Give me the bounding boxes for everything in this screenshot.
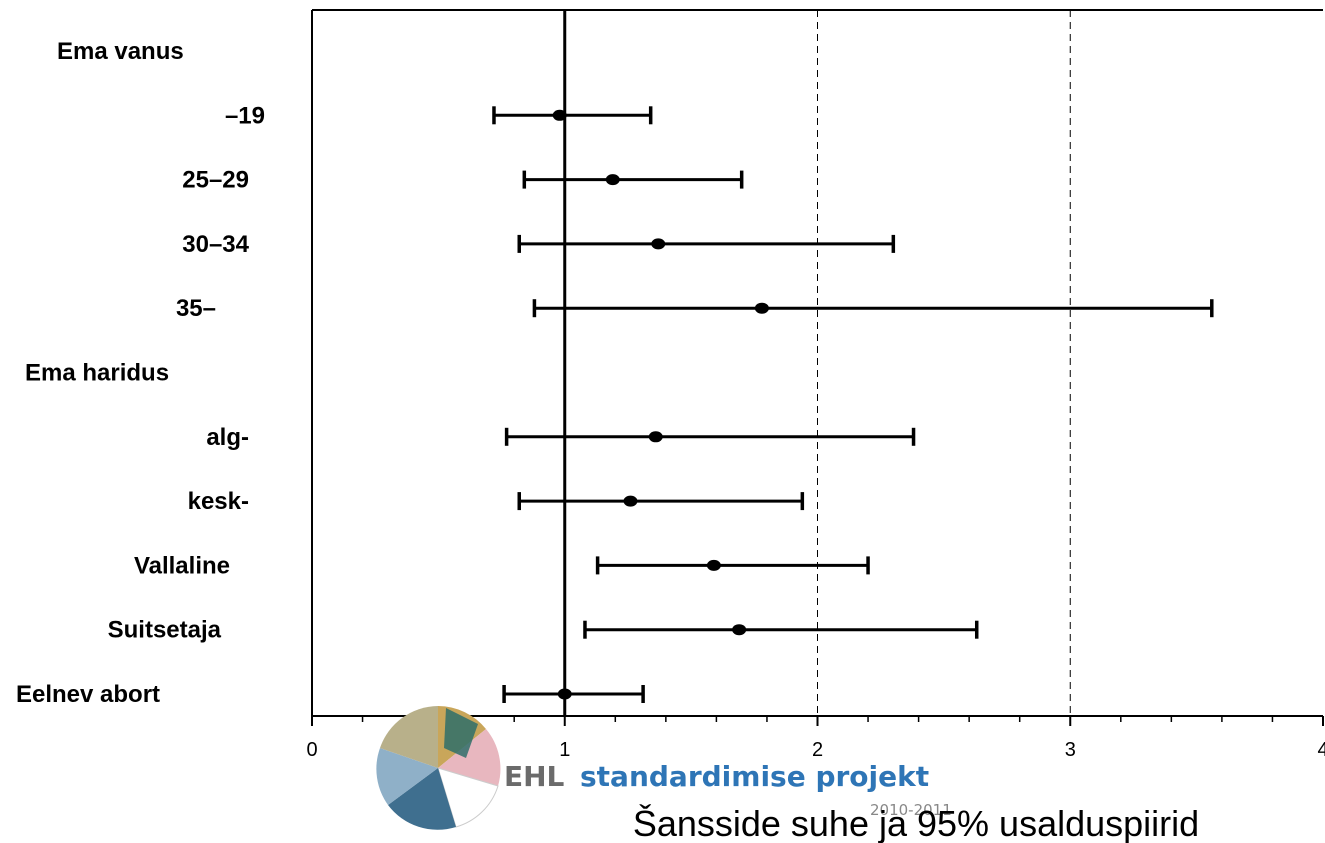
forest-row: Vallaline (134, 552, 870, 579)
row-label: 30–34 (182, 231, 249, 258)
row-label: Eelnev abort (16, 681, 160, 708)
forest-row: Ema haridus (25, 360, 169, 387)
x-tick-label: 4 (1317, 739, 1325, 761)
row-label: 25–29 (182, 167, 249, 194)
row-label: –19 (225, 102, 265, 129)
logo-years-text: 2010-2011 (870, 801, 952, 819)
row-label: 35– (176, 295, 216, 322)
forest-row: Ema vanus (57, 38, 184, 65)
x-tick-label: 0 (306, 739, 317, 761)
logo-brand-text: EHL (504, 760, 565, 793)
forest-row: Suitsetaja (108, 617, 979, 644)
group-header-label: Ema vanus (57, 38, 184, 65)
x-tick-label: 2 (812, 739, 823, 761)
row-label: Vallaline (134, 552, 230, 579)
row-label: kesk- (188, 488, 249, 515)
odds-ratio-point (557, 688, 572, 700)
forest-row: Eelnev abort (16, 681, 645, 708)
odds-ratio-point (623, 495, 638, 507)
ehl-logo (376, 706, 501, 830)
odds-ratio-point (651, 238, 666, 250)
x-axis-label: Šansside suhe ja 95% usalduspiirid (633, 803, 1199, 843)
forest-rows: Ema vanus –19 25–29 30–34 35– Ema haridus alg-… (16, 38, 1214, 708)
group-header-label: Ema haridus (25, 360, 169, 387)
forest-row: –19 (225, 102, 653, 129)
odds-ratio-point (552, 109, 567, 121)
grid-lines (563, 10, 1071, 716)
forest-row: 35– (176, 295, 1214, 322)
odds-ratio-point (754, 302, 769, 314)
forest-row: kesk- (188, 488, 805, 515)
logo-name-text: standardimise projekt (580, 760, 929, 793)
odds-ratio-point (605, 174, 620, 186)
x-tick-label: 3 (1065, 739, 1076, 761)
x-tick-label: 1 (559, 739, 570, 761)
forest-row: 25–29 (182, 167, 744, 194)
odds-ratio-point (706, 559, 721, 571)
forest-row: 30–34 (182, 231, 896, 258)
row-label: Suitsetaja (108, 617, 222, 644)
odds-ratio-point (732, 624, 747, 636)
row-label: alg- (206, 424, 249, 451)
odds-ratio-point (648, 431, 663, 443)
forest-row: alg- (206, 424, 916, 451)
